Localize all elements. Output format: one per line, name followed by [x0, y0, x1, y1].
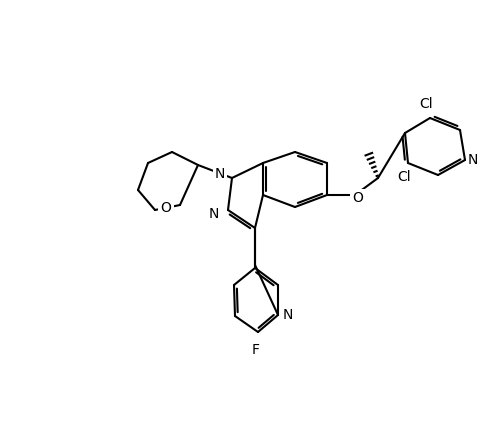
Text: N: N	[209, 207, 219, 221]
Text: N: N	[283, 308, 293, 322]
Text: Cl: Cl	[419, 97, 433, 111]
Text: O: O	[352, 191, 364, 205]
Text: N: N	[468, 153, 478, 167]
Text: N: N	[215, 167, 225, 181]
Text: O: O	[160, 201, 172, 215]
Text: Cl: Cl	[397, 170, 411, 184]
Text: F: F	[252, 343, 260, 357]
